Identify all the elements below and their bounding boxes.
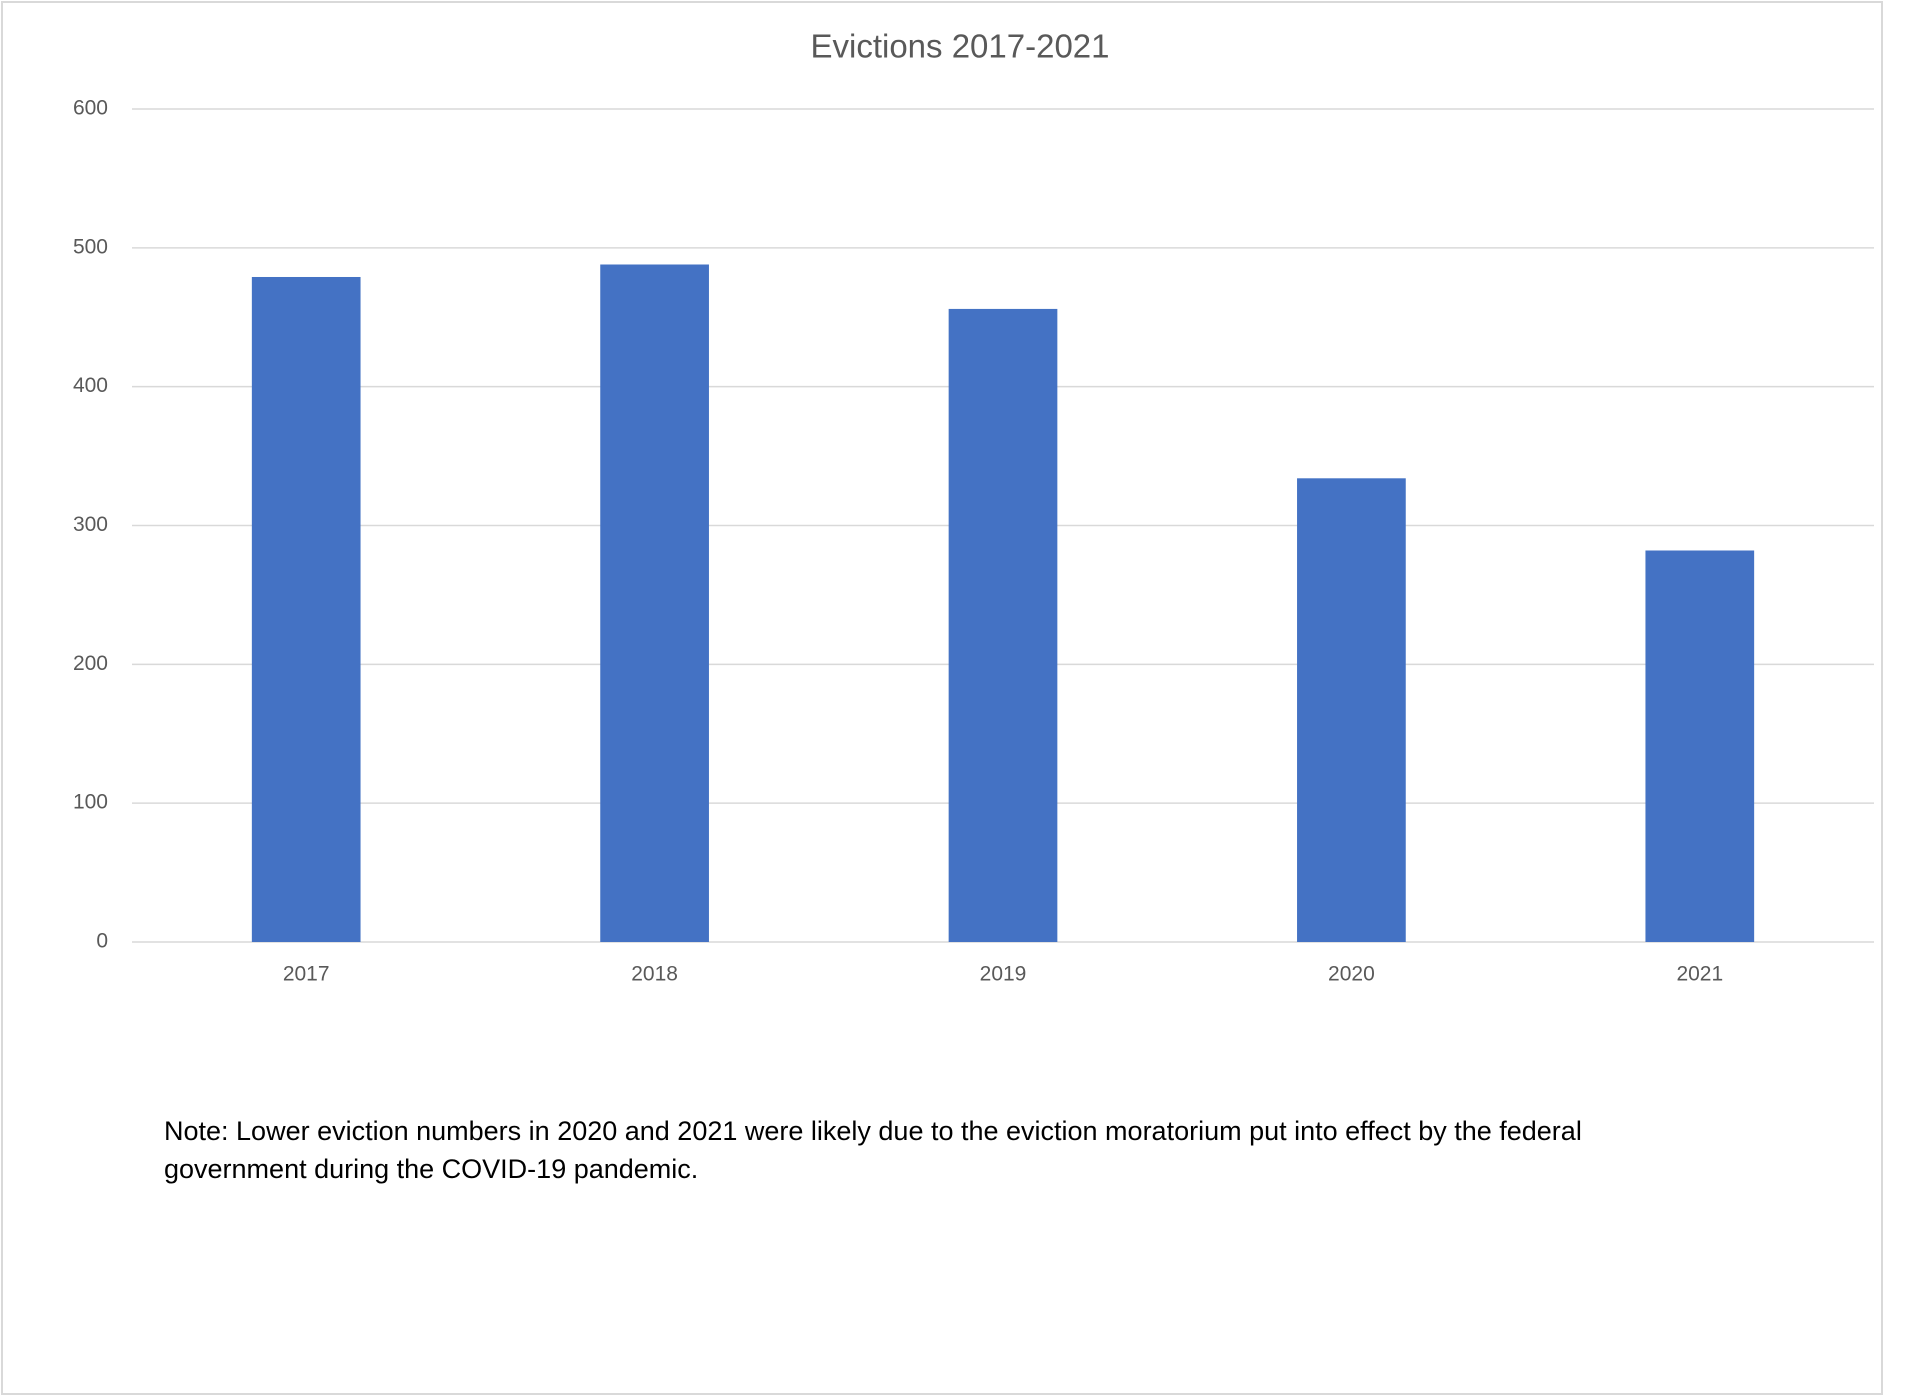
- y-tick-label: 500: [73, 235, 108, 258]
- y-tick-label: 0: [96, 930, 108, 953]
- x-tick-label: 2017: [283, 963, 330, 986]
- bar: [948, 308, 1058, 942]
- bar: [1297, 478, 1406, 942]
- bar: [1645, 550, 1755, 942]
- y-tick-label: 400: [73, 374, 108, 397]
- y-tick-label: 200: [73, 652, 108, 675]
- y-tick-label: 600: [73, 97, 108, 120]
- x-tick-label: 2021: [1676, 963, 1723, 986]
- y-tick-label: 100: [73, 791, 108, 814]
- x-tick-label: 2018: [631, 963, 678, 986]
- y-tick-label: 300: [73, 513, 108, 536]
- x-tick-label: 2019: [980, 963, 1027, 986]
- chart-title: Evictions 2017-2021: [810, 28, 1109, 65]
- bar: [600, 264, 709, 942]
- note: Note: Lower eviction numbers in 2020 and…: [164, 1116, 1582, 1184]
- bar: [251, 276, 361, 942]
- x-tick-label: 2020: [1328, 963, 1375, 986]
